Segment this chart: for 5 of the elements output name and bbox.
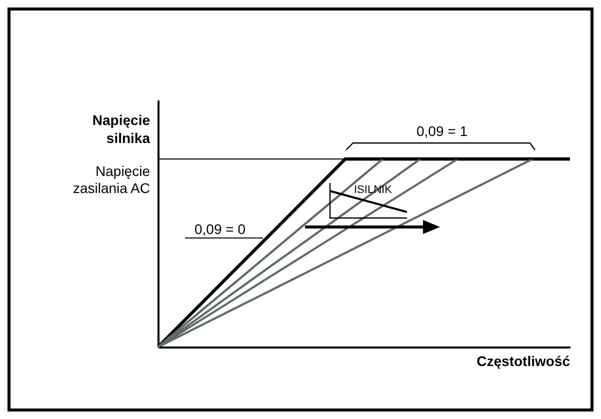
- y-axis-title: Napięcie silnika: [92, 112, 150, 146]
- ref-line-label: Napięcie zasilania AC: [72, 163, 150, 196]
- text: 0,09 = 1: [416, 123, 468, 139]
- annotation: 0,09 = 0: [194, 221, 246, 237]
- x-axis-title: Częstotliwość: [476, 353, 570, 369]
